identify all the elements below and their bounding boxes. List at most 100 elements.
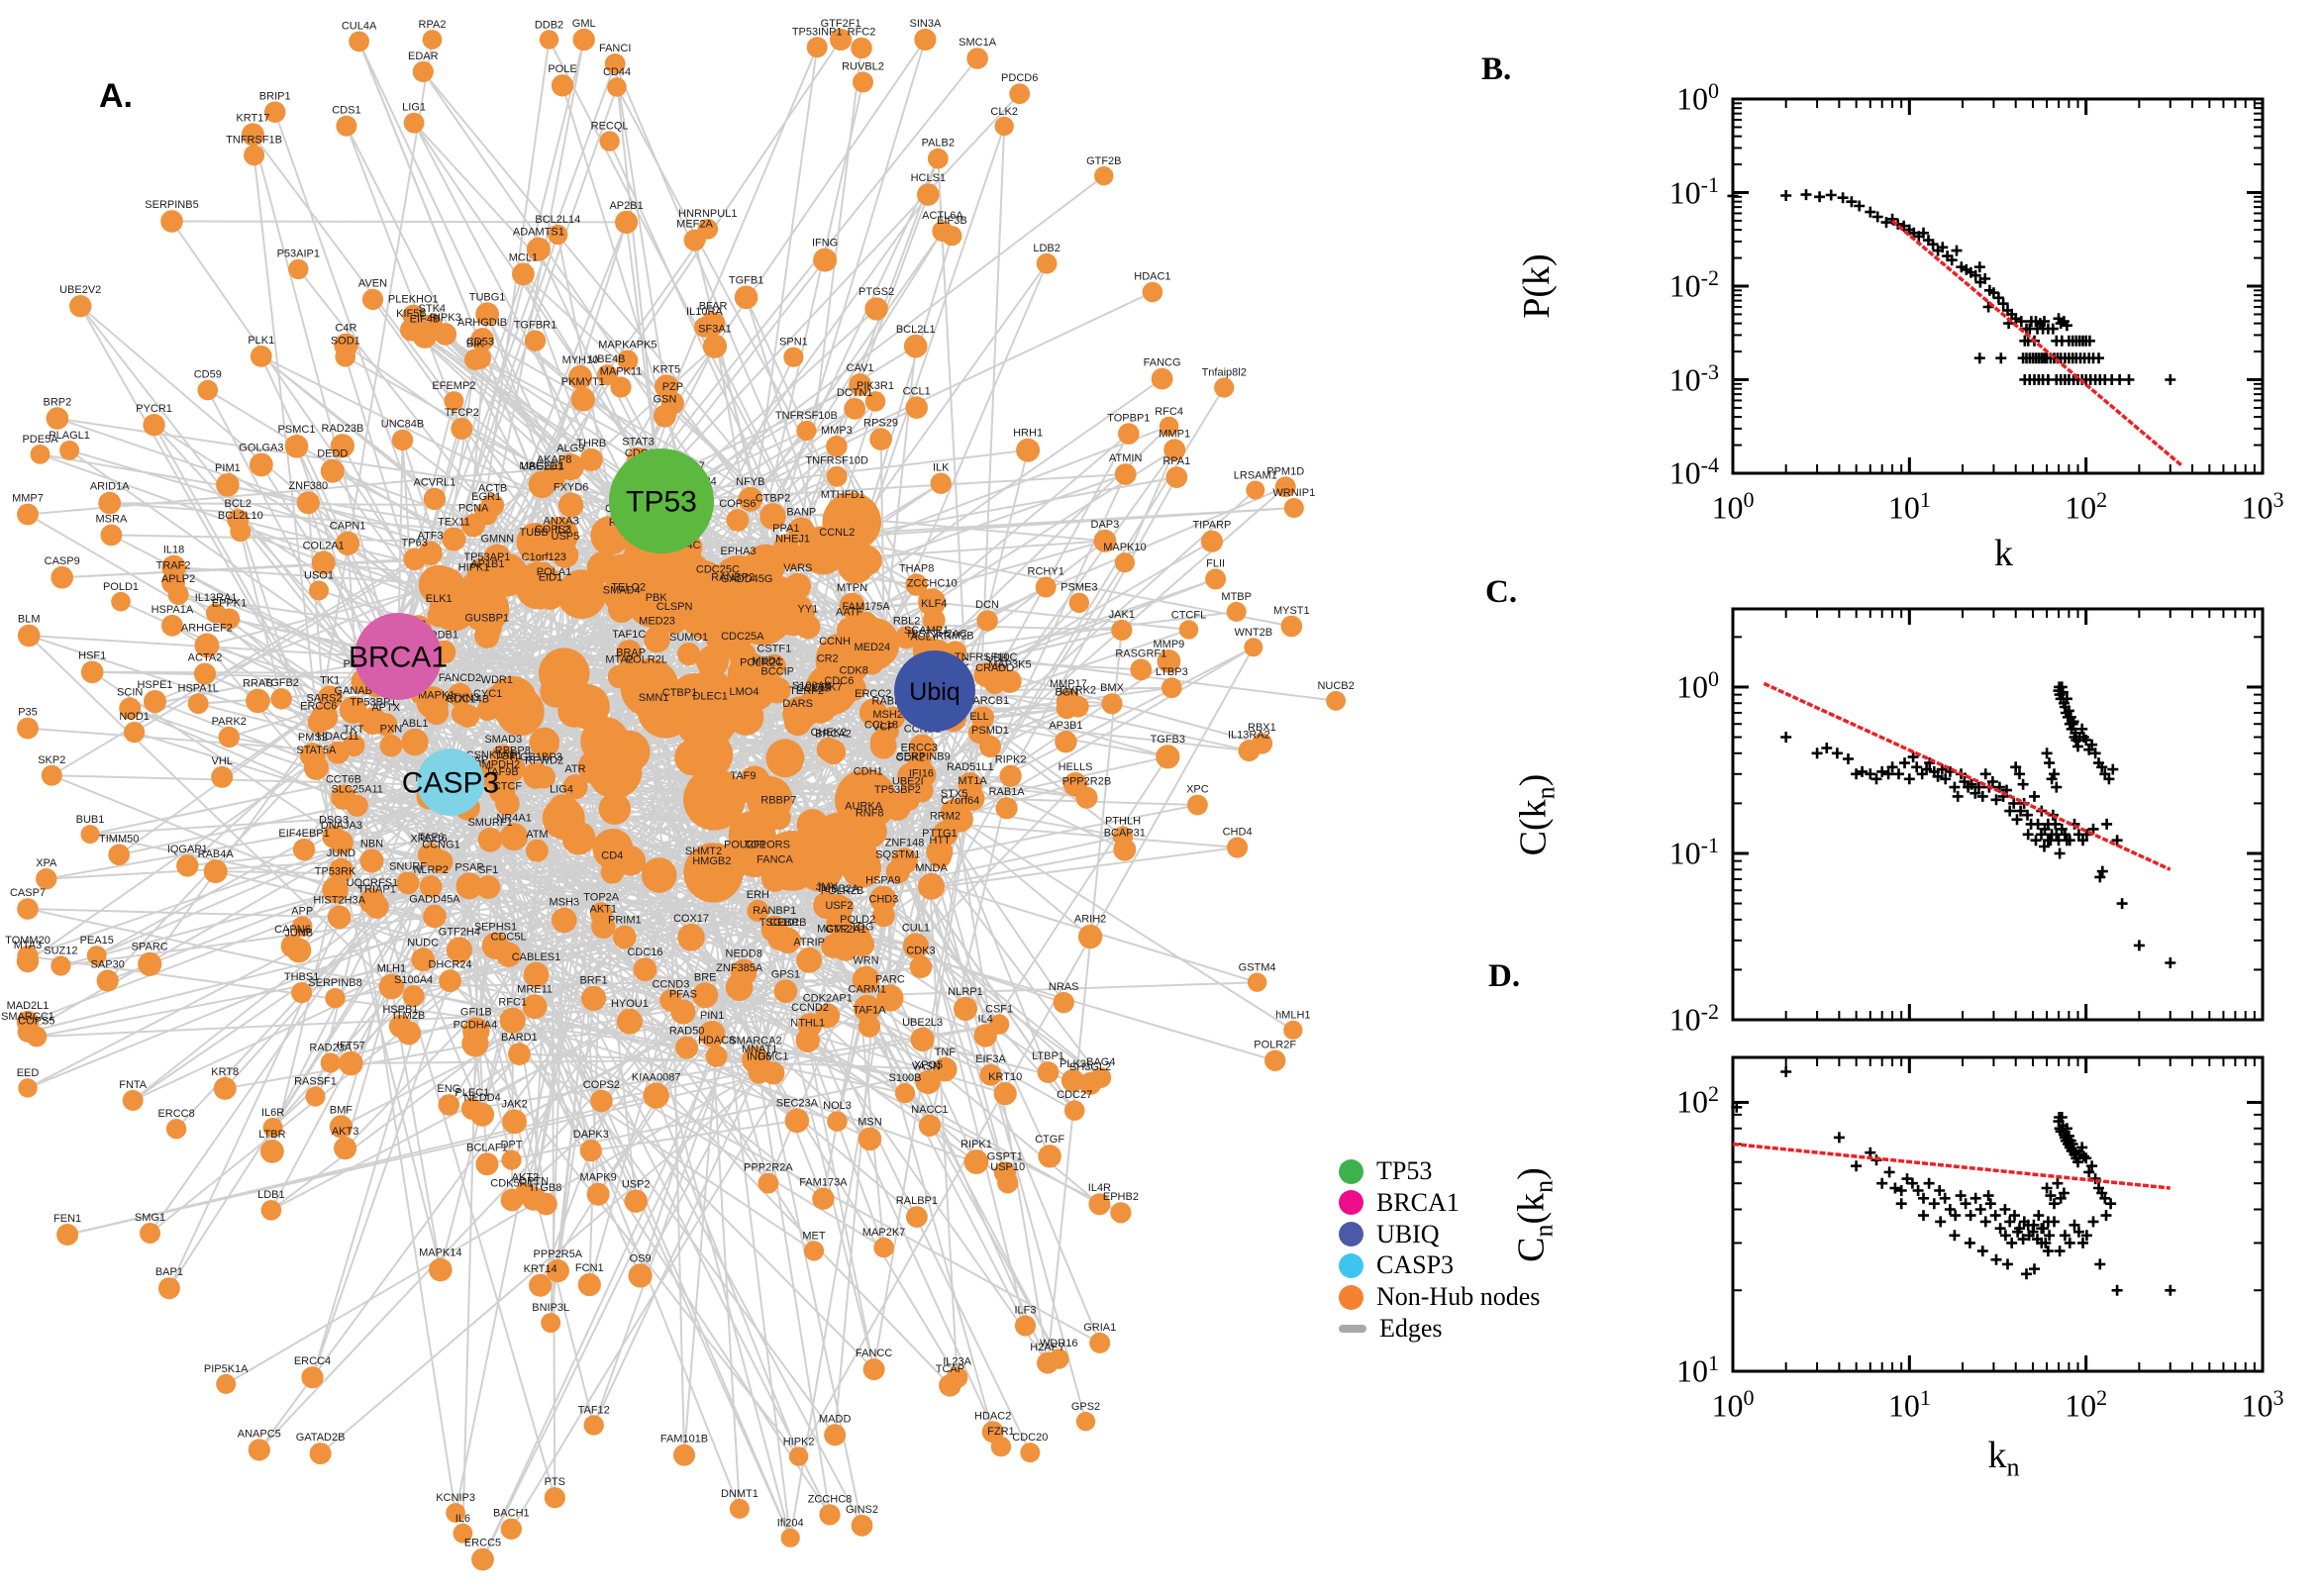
network-node	[343, 734, 365, 757]
network-edge	[252, 134, 563, 549]
network-edge	[534, 1005, 1006, 1174]
network-node	[429, 849, 454, 874]
network-node	[738, 486, 763, 512]
network-node	[495, 942, 522, 967]
network-edge	[91, 670, 409, 884]
x-tick-label: 102	[2065, 1385, 2108, 1424]
network-edge	[789, 690, 936, 1539]
network-node	[905, 573, 928, 596]
network-node	[815, 692, 841, 719]
network-edge	[431, 324, 571, 468]
network-node	[607, 664, 632, 689]
legend-item-ubiq: UBIQ	[1339, 1219, 1440, 1250]
y-tick-label: 10-1	[1668, 832, 1719, 871]
network-node	[446, 937, 472, 963]
network-node	[522, 537, 546, 561]
node-swatch-icon	[1339, 1252, 1364, 1278]
network-edge	[449, 980, 521, 1055]
y-tick-label: 101	[1676, 1349, 1719, 1389]
network-edge	[130, 655, 399, 710]
y-axis-title: P(k)	[1516, 253, 1558, 319]
legend-item-brca1: BRCA1	[1339, 1187, 1460, 1219]
network-node	[698, 701, 723, 726]
network-node	[508, 1043, 531, 1065]
network-edge	[932, 601, 1189, 631]
network-edge	[1047, 630, 1123, 1363]
network-edge	[175, 771, 510, 1130]
network-edge	[518, 1052, 815, 1252]
network-node	[329, 857, 354, 883]
legend-label: Edges	[1379, 1314, 1443, 1343]
network-edge	[959, 561, 1126, 820]
network-node	[439, 969, 461, 993]
network-edge	[79, 305, 452, 783]
network-node	[659, 989, 682, 1012]
network-edge	[89, 710, 680, 836]
legend-label: CASP3	[1376, 1250, 1455, 1280]
network-node	[423, 904, 447, 929]
y-tick-label: 10-1	[1668, 171, 1719, 211]
network-node	[675, 1036, 699, 1059]
network-node	[852, 965, 880, 994]
network-edge	[260, 355, 933, 888]
network-edge	[40, 452, 683, 565]
network-node	[537, 582, 564, 610]
network-edge	[960, 818, 1294, 1032]
network-node	[523, 961, 550, 988]
network-node	[918, 872, 946, 900]
network-node	[533, 765, 556, 789]
network-node	[932, 821, 959, 847]
y-axis-title: Cn(kn)	[1510, 1166, 1559, 1262]
network-node	[779, 544, 806, 570]
plot-frame	[1731, 97, 2265, 475]
network-node	[784, 572, 812, 600]
network-edge	[50, 774, 336, 891]
network-node	[876, 984, 904, 1012]
x-tick-label: 101	[1887, 1385, 1931, 1424]
network-edge	[757, 910, 1002, 1447]
network-node	[476, 875, 501, 900]
network-node-blob	[561, 821, 596, 855]
network-edge	[660, 500, 792, 1539]
y-tick-label: 10-2	[1668, 264, 1719, 304]
network-edge	[430, 885, 837, 1436]
panel-letter-b: B.	[1481, 51, 1512, 87]
network-node	[401, 728, 429, 756]
network-edge	[624, 936, 1100, 1206]
network-node	[327, 905, 352, 930]
network-node	[825, 537, 850, 561]
network-node	[359, 848, 384, 873]
x-tick-label: 100	[1711, 487, 1755, 526]
network-edge	[590, 1119, 798, 1152]
network-edge	[450, 222, 628, 783]
network-node	[698, 1021, 726, 1047]
network-node	[854, 994, 881, 1023]
network-node	[891, 848, 918, 875]
network-node-blob	[586, 551, 619, 583]
plot-ticks	[1731, 609, 2265, 1022]
network-edge	[978, 126, 1006, 733]
network-node-blob	[852, 546, 882, 576]
network-edge	[486, 1068, 946, 1165]
network-node	[552, 907, 577, 934]
network-node	[918, 588, 947, 617]
x-axis-title: kn	[1987, 1435, 2020, 1482]
network-edge	[259, 355, 469, 809]
network-node	[726, 509, 750, 532]
legend-label: UBIQ	[1376, 1219, 1440, 1248]
network-edge	[79, 305, 409, 884]
network-node	[759, 503, 786, 530]
network-node	[666, 697, 693, 725]
y-tick-label: 10-4	[1668, 451, 1719, 491]
network-node	[451, 702, 473, 725]
network-node	[642, 703, 665, 727]
network-node	[644, 626, 670, 653]
network-node	[549, 794, 574, 819]
network-node	[841, 675, 866, 701]
scatter-markers	[1727, 189, 2176, 385]
network-node	[797, 1013, 823, 1038]
network-edge	[833, 750, 1087, 799]
network-edge	[920, 690, 936, 967]
legend-item-casp3: CASP3	[1339, 1249, 1454, 1281]
